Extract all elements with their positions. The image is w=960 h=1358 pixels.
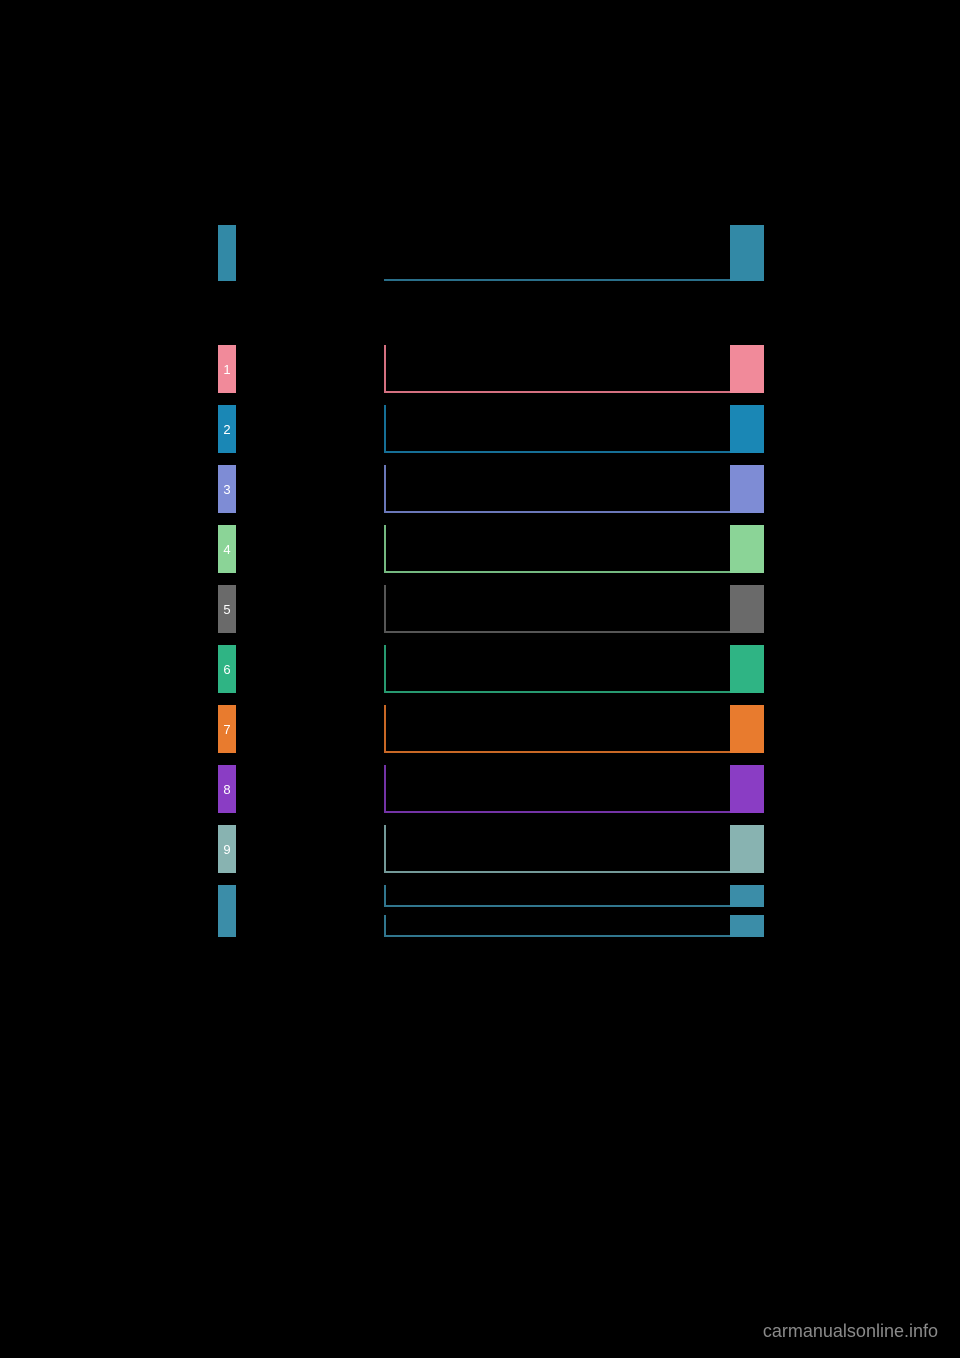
- section-main: [384, 465, 764, 513]
- section-underline: [384, 391, 730, 393]
- section-underline: [384, 691, 730, 693]
- section-tab: 1: [218, 345, 236, 393]
- section-underline: [384, 571, 730, 573]
- section-underline: [384, 811, 730, 813]
- section-tab: 6: [218, 645, 236, 693]
- section-left-line: [384, 645, 386, 693]
- toc-container: 1 2 3 4 5 6 7 8 9: [218, 225, 766, 937]
- section-underline: [384, 511, 730, 513]
- section-row: 1: [218, 345, 766, 393]
- appendix-left-line: [384, 885, 386, 907]
- section-left-line: [384, 525, 386, 573]
- intro-block-right: [730, 225, 764, 281]
- section-left-line: [384, 465, 386, 513]
- section-row: 4: [218, 525, 766, 573]
- section-row: 5: [218, 585, 766, 633]
- sections-list: 1 2 3 4 5 6 7 8 9: [218, 345, 766, 873]
- section-row: 8: [218, 765, 766, 813]
- section-row: 7: [218, 705, 766, 753]
- intro-underline: [384, 279, 730, 281]
- appendix-left-line: [384, 915, 386, 937]
- section-block-right: [730, 465, 764, 513]
- section-block-right: [730, 585, 764, 633]
- appendix-block-right: [730, 915, 764, 937]
- appendix-block-right: [730, 885, 764, 907]
- section-left-line: [384, 765, 386, 813]
- section-left-line: [384, 825, 386, 873]
- section-tab: 7: [218, 705, 236, 753]
- section-main: [384, 825, 764, 873]
- section-block-right: [730, 825, 764, 873]
- watermark-text: carmanualsonline.info: [763, 1321, 938, 1342]
- section-tab: 4: [218, 525, 236, 573]
- appendix-row: [218, 915, 766, 937]
- section-tab: 9: [218, 825, 236, 873]
- section-row: 3: [218, 465, 766, 513]
- section-block-right: [730, 705, 764, 753]
- section-block-right: [730, 765, 764, 813]
- appendix-underline: [384, 905, 730, 907]
- section-left-line: [384, 585, 386, 633]
- section-left-line: [384, 345, 386, 393]
- section-block-right: [730, 525, 764, 573]
- appendix-list: [218, 885, 766, 937]
- appendix-underline: [384, 935, 730, 937]
- section-underline: [384, 871, 730, 873]
- intro-tab-left: [218, 225, 236, 281]
- section-main: [384, 645, 764, 693]
- section-main: [384, 525, 764, 573]
- section-tab: 8: [218, 765, 236, 813]
- section-row: 6: [218, 645, 766, 693]
- section-underline: [384, 451, 730, 453]
- intro-row: [218, 225, 766, 281]
- section-left-line: [384, 405, 386, 453]
- section-row: 9: [218, 825, 766, 873]
- section-left-line: [384, 705, 386, 753]
- section-tab: 2: [218, 405, 236, 453]
- appendix-main: [384, 885, 764, 907]
- section-underline: [384, 631, 730, 633]
- section-main: [384, 705, 764, 753]
- appendix-group: [218, 885, 766, 937]
- section-main: [384, 345, 764, 393]
- section-block-right: [730, 345, 764, 393]
- section-main: [384, 585, 764, 633]
- section-block-right: [730, 405, 764, 453]
- section-main: [384, 765, 764, 813]
- section-tab: 5: [218, 585, 236, 633]
- section-block-right: [730, 645, 764, 693]
- appendix-row: [218, 885, 766, 907]
- section-tab: 3: [218, 465, 236, 513]
- section-underline: [384, 751, 730, 753]
- section-main: [384, 405, 764, 453]
- section-row: 2: [218, 405, 766, 453]
- appendix-main: [384, 915, 764, 937]
- intro-main: [384, 225, 764, 281]
